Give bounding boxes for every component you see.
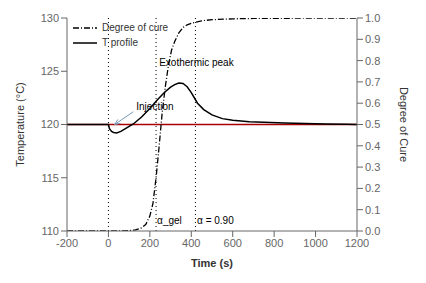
svg-text:0.4: 0.4 — [365, 140, 380, 152]
svg-text:Exothermic peak: Exothermic peak — [159, 57, 234, 68]
svg-text:0.1: 0.1 — [365, 204, 380, 216]
svg-text:400: 400 — [182, 237, 200, 249]
html-text:T profile: T profile — [102, 37, 138, 48]
svg-text:α = 0.90: α = 0.90 — [197, 215, 234, 226]
svg-text:-200: -200 — [56, 237, 78, 249]
svg-text:800: 800 — [265, 237, 283, 249]
svg-text:130: 130 — [41, 12, 59, 24]
svg-text:600: 600 — [224, 237, 242, 249]
svg-text:115: 115 — [41, 172, 59, 184]
svg-text:0.3: 0.3 — [365, 161, 380, 173]
svg-text:Degree of Cure: Degree of Cure — [398, 87, 410, 162]
svg-text:Temperature (°C): Temperature (°C) — [14, 82, 26, 166]
svg-text:110: 110 — [41, 225, 59, 237]
svg-text:1.0: 1.0 — [365, 12, 380, 24]
svg-text:0.8: 0.8 — [365, 55, 380, 67]
svg-text:Injection: Injection — [136, 101, 173, 112]
svg-text:Time (s): Time (s) — [191, 257, 233, 269]
svg-text:0.7: 0.7 — [365, 76, 380, 88]
html-text:Degree of cure: Degree of cure — [102, 22, 169, 33]
svg-text:α_gel: α_gel — [157, 215, 182, 226]
svg-text:120: 120 — [41, 118, 59, 130]
svg-text:200: 200 — [141, 237, 159, 249]
svg-text:0.5: 0.5 — [365, 118, 380, 130]
svg-text:1000: 1000 — [303, 237, 327, 249]
svg-text:0.6: 0.6 — [365, 97, 380, 109]
svg-text:0.0: 0.0 — [365, 225, 380, 237]
svg-text:0: 0 — [105, 237, 111, 249]
svg-text:1200: 1200 — [345, 237, 369, 249]
svg-text:125: 125 — [41, 65, 59, 77]
svg-text:0.2: 0.2 — [365, 182, 380, 194]
svg-text:0.9: 0.9 — [365, 33, 380, 45]
